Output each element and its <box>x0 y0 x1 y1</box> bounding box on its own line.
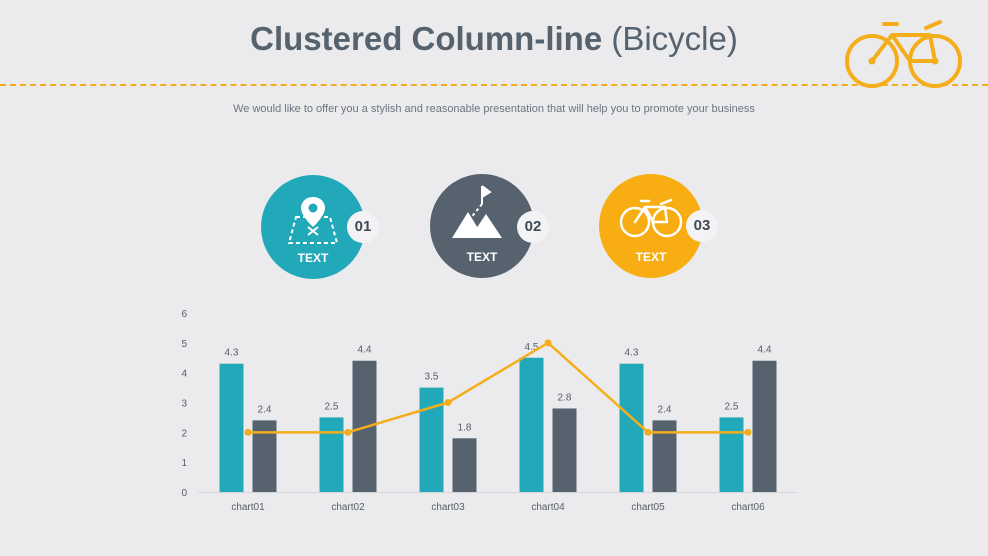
data-label: 4.4 <box>758 345 772 356</box>
title-bold: Clustered Column-line <box>250 20 603 57</box>
x-tick-label: chart06 <box>731 502 765 513</box>
badge-3: TEXT 03 <box>599 174 718 278</box>
y-tick-label: 5 <box>181 339 187 350</box>
line-point <box>644 428 652 436</box>
bicycle-icon <box>619 198 683 238</box>
data-label: 3.5 <box>425 372 439 383</box>
data-label: 2.5 <box>325 401 339 412</box>
data-label: 2.5 <box>725 401 739 412</box>
page-title: Clustered Column-line (Bicycle) <box>0 20 988 58</box>
x-tick-label: chart05 <box>631 502 665 513</box>
bar-series1 <box>519 357 544 492</box>
data-label: 4.3 <box>225 348 239 359</box>
data-label: 4.3 <box>625 348 639 359</box>
y-tick-label: 0 <box>181 488 187 499</box>
line-point <box>444 399 452 406</box>
data-label: 2.4 <box>658 404 672 415</box>
line-series <box>248 341 748 434</box>
badge-2: TEXT 02 <box>430 174 549 278</box>
header-divider <box>0 84 988 86</box>
x-tick-label: chart01 <box>231 502 265 513</box>
map-pin-icon <box>287 197 339 244</box>
data-label: 2.8 <box>558 392 572 403</box>
y-tick-label: 3 <box>181 399 187 410</box>
data-label: 2.4 <box>258 404 272 415</box>
badge-number: 03 <box>686 210 718 242</box>
line-point <box>244 428 252 436</box>
bar-series2 <box>752 360 777 492</box>
line-point <box>344 428 352 436</box>
bar-series1 <box>419 387 444 492</box>
title-light: (Bicycle) <box>611 20 738 57</box>
bar-series2 <box>552 408 577 492</box>
line-point <box>544 339 552 347</box>
line-point <box>744 428 752 436</box>
badge-label: TEXT <box>635 250 667 264</box>
badge-label: TEXT <box>297 251 329 265</box>
y-tick-label: 1 <box>181 458 187 469</box>
data-label: 4.4 <box>358 345 372 356</box>
bar-series1 <box>719 417 744 492</box>
x-tick-label: chart02 <box>331 502 365 513</box>
badge-number: 02 <box>517 211 549 243</box>
badge-number: 01 <box>347 211 379 243</box>
bicycle-icon <box>845 20 962 88</box>
x-tick-label: chart03 <box>431 502 465 513</box>
data-label: 4.5 <box>525 342 539 353</box>
badge-1: TEXT 01 <box>261 175 379 279</box>
bar-series1 <box>619 363 644 492</box>
bar-series1 <box>219 363 244 492</box>
subtitle: We would like to offer you a stylish and… <box>233 103 755 115</box>
data-label: 1.8 <box>458 422 472 433</box>
bar-series2 <box>452 438 477 492</box>
bar-series1 <box>319 417 344 492</box>
mountain-flag-icon <box>452 185 502 238</box>
y-tick-label: 2 <box>181 428 187 439</box>
badge-label: TEXT <box>466 250 498 264</box>
y-tick-label: 6 <box>181 309 187 320</box>
x-tick-label: chart04 <box>531 502 565 513</box>
y-tick-label: 4 <box>181 369 187 380</box>
